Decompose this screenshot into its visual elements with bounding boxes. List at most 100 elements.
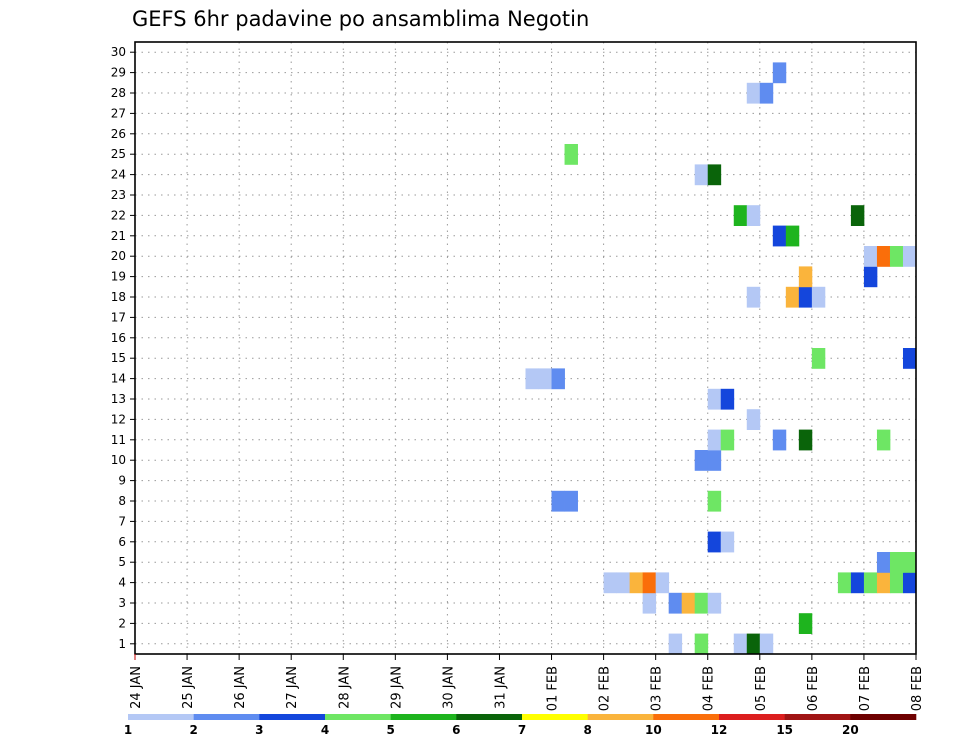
precip-cell [525, 368, 539, 390]
colorbar-label: 8 [583, 723, 591, 737]
precip-cell [772, 225, 787, 247]
y-tick-label: 12 [111, 412, 126, 426]
x-tick-label: 26 JAN [233, 666, 248, 709]
x-tick-label: 25 JAN [181, 666, 196, 709]
precip-cell [772, 62, 787, 84]
x-tick-label: 06 FEB [806, 666, 821, 711]
y-tick-label: 4 [118, 576, 126, 590]
colorbar-segment [325, 714, 391, 720]
colorbar-segment [850, 714, 917, 720]
x-tick-label: 08 FEB [910, 666, 925, 711]
precip-cell [707, 490, 722, 512]
plot-frame [134, 41, 917, 655]
precip-cell [616, 572, 631, 594]
precip-cell [564, 490, 578, 512]
precip-cell [733, 633, 748, 655]
colorbar-segment [522, 714, 588, 720]
x-tick-label: 30 JAN [441, 666, 456, 709]
y-tick-label: 16 [111, 331, 126, 345]
precip-cell [707, 450, 722, 471]
precip-cell [668, 592, 683, 614]
y-tick-label: 6 [118, 535, 126, 549]
precip-cell [876, 572, 891, 594]
y-axis-ticks: 1234567891011121314151617181920212223242… [111, 45, 135, 651]
y-tick-label: 23 [111, 188, 126, 202]
x-tick-label: 02 FEB [598, 666, 613, 711]
precip-cell [746, 409, 761, 430]
precip-cell [707, 592, 722, 614]
precip-cell [811, 286, 826, 308]
precip-cell [759, 82, 774, 104]
colorbar-segment [719, 714, 785, 720]
precip-cell [798, 286, 813, 308]
x-tick-label: 01 FEB [546, 666, 561, 711]
precip-cell [655, 572, 670, 594]
precip-cell [733, 205, 748, 226]
y-tick-label: 11 [111, 433, 126, 447]
precip-cell [707, 531, 722, 553]
precip-cell [746, 633, 761, 655]
precip-cell [785, 225, 800, 247]
y-tick-label: 28 [111, 86, 126, 100]
precip-cell [902, 348, 917, 369]
y-tick-label: 19 [111, 270, 126, 284]
precip-cell [798, 266, 813, 288]
precip-cell [889, 246, 904, 267]
y-tick-label: 21 [111, 229, 126, 243]
precip-cell [889, 552, 904, 573]
y-tick-label: 10 [111, 453, 126, 467]
colorbar-label: 6 [452, 723, 460, 737]
precip-cell [642, 592, 657, 614]
colorbar-legend: 1 2 3 4 5 6 7 8 10 12 15 20 [124, 714, 917, 737]
precip-cell [720, 388, 735, 410]
precip-cell [603, 572, 618, 594]
colorbar-segment [390, 714, 457, 720]
y-tick-label: 25 [111, 147, 126, 161]
precip-cell [811, 348, 826, 369]
x-tick-label: 04 FEB [702, 666, 717, 711]
y-tick-label: 5 [118, 555, 126, 569]
precip-cell [798, 429, 813, 451]
precip-cell [876, 429, 891, 451]
precip-cell [551, 368, 565, 390]
precip-cell [694, 633, 709, 655]
y-tick-label: 17 [111, 310, 126, 324]
precip-cell [746, 82, 761, 104]
precip-cell [850, 205, 865, 226]
precip-cell [902, 572, 917, 594]
precip-cell [707, 164, 722, 186]
colorbar-segment [259, 714, 326, 720]
precip-cell [668, 633, 683, 655]
precip-cell [837, 572, 852, 594]
precip-cell [694, 450, 709, 471]
y-tick-label: 1 [118, 637, 126, 651]
colorbar-label: 4 [321, 723, 329, 737]
colorbar-label: 3 [255, 723, 263, 737]
y-tick-label: 22 [111, 208, 126, 222]
x-tick-label: 07 FEB [858, 666, 873, 711]
y-tick-label: 24 [111, 168, 126, 182]
x-tick-label: 29 JAN [389, 666, 404, 709]
precip-cell [551, 490, 565, 512]
x-tick-label: 31 JAN [493, 666, 508, 709]
grid-lines [134, 42, 917, 654]
colorbar-label: 2 [189, 723, 197, 737]
precip-cell [681, 592, 696, 614]
x-tick-label: 24 JAN [129, 666, 144, 709]
precip-cells [525, 62, 917, 655]
colorbar-label: 7 [518, 723, 526, 737]
y-tick-label: 2 [118, 616, 126, 630]
x-tick-label: 28 JAN [337, 666, 352, 709]
colorbar-segment [193, 714, 260, 720]
x-tick-label: 05 FEB [754, 666, 769, 711]
precip-cell [642, 572, 657, 594]
precip-cell [564, 144, 578, 165]
colorbar-segment [653, 714, 720, 720]
colorbar-segment [128, 714, 194, 720]
precip-cell [863, 572, 878, 594]
colorbar-segment [456, 714, 523, 720]
colorbar-segment [587, 714, 654, 720]
x-axis-ticks: 24 JAN 25 JAN 26 JAN 27 JAN 28 JAN 29 JAN 30 J… [129, 654, 925, 711]
colorbar-label: 20 [842, 723, 859, 737]
